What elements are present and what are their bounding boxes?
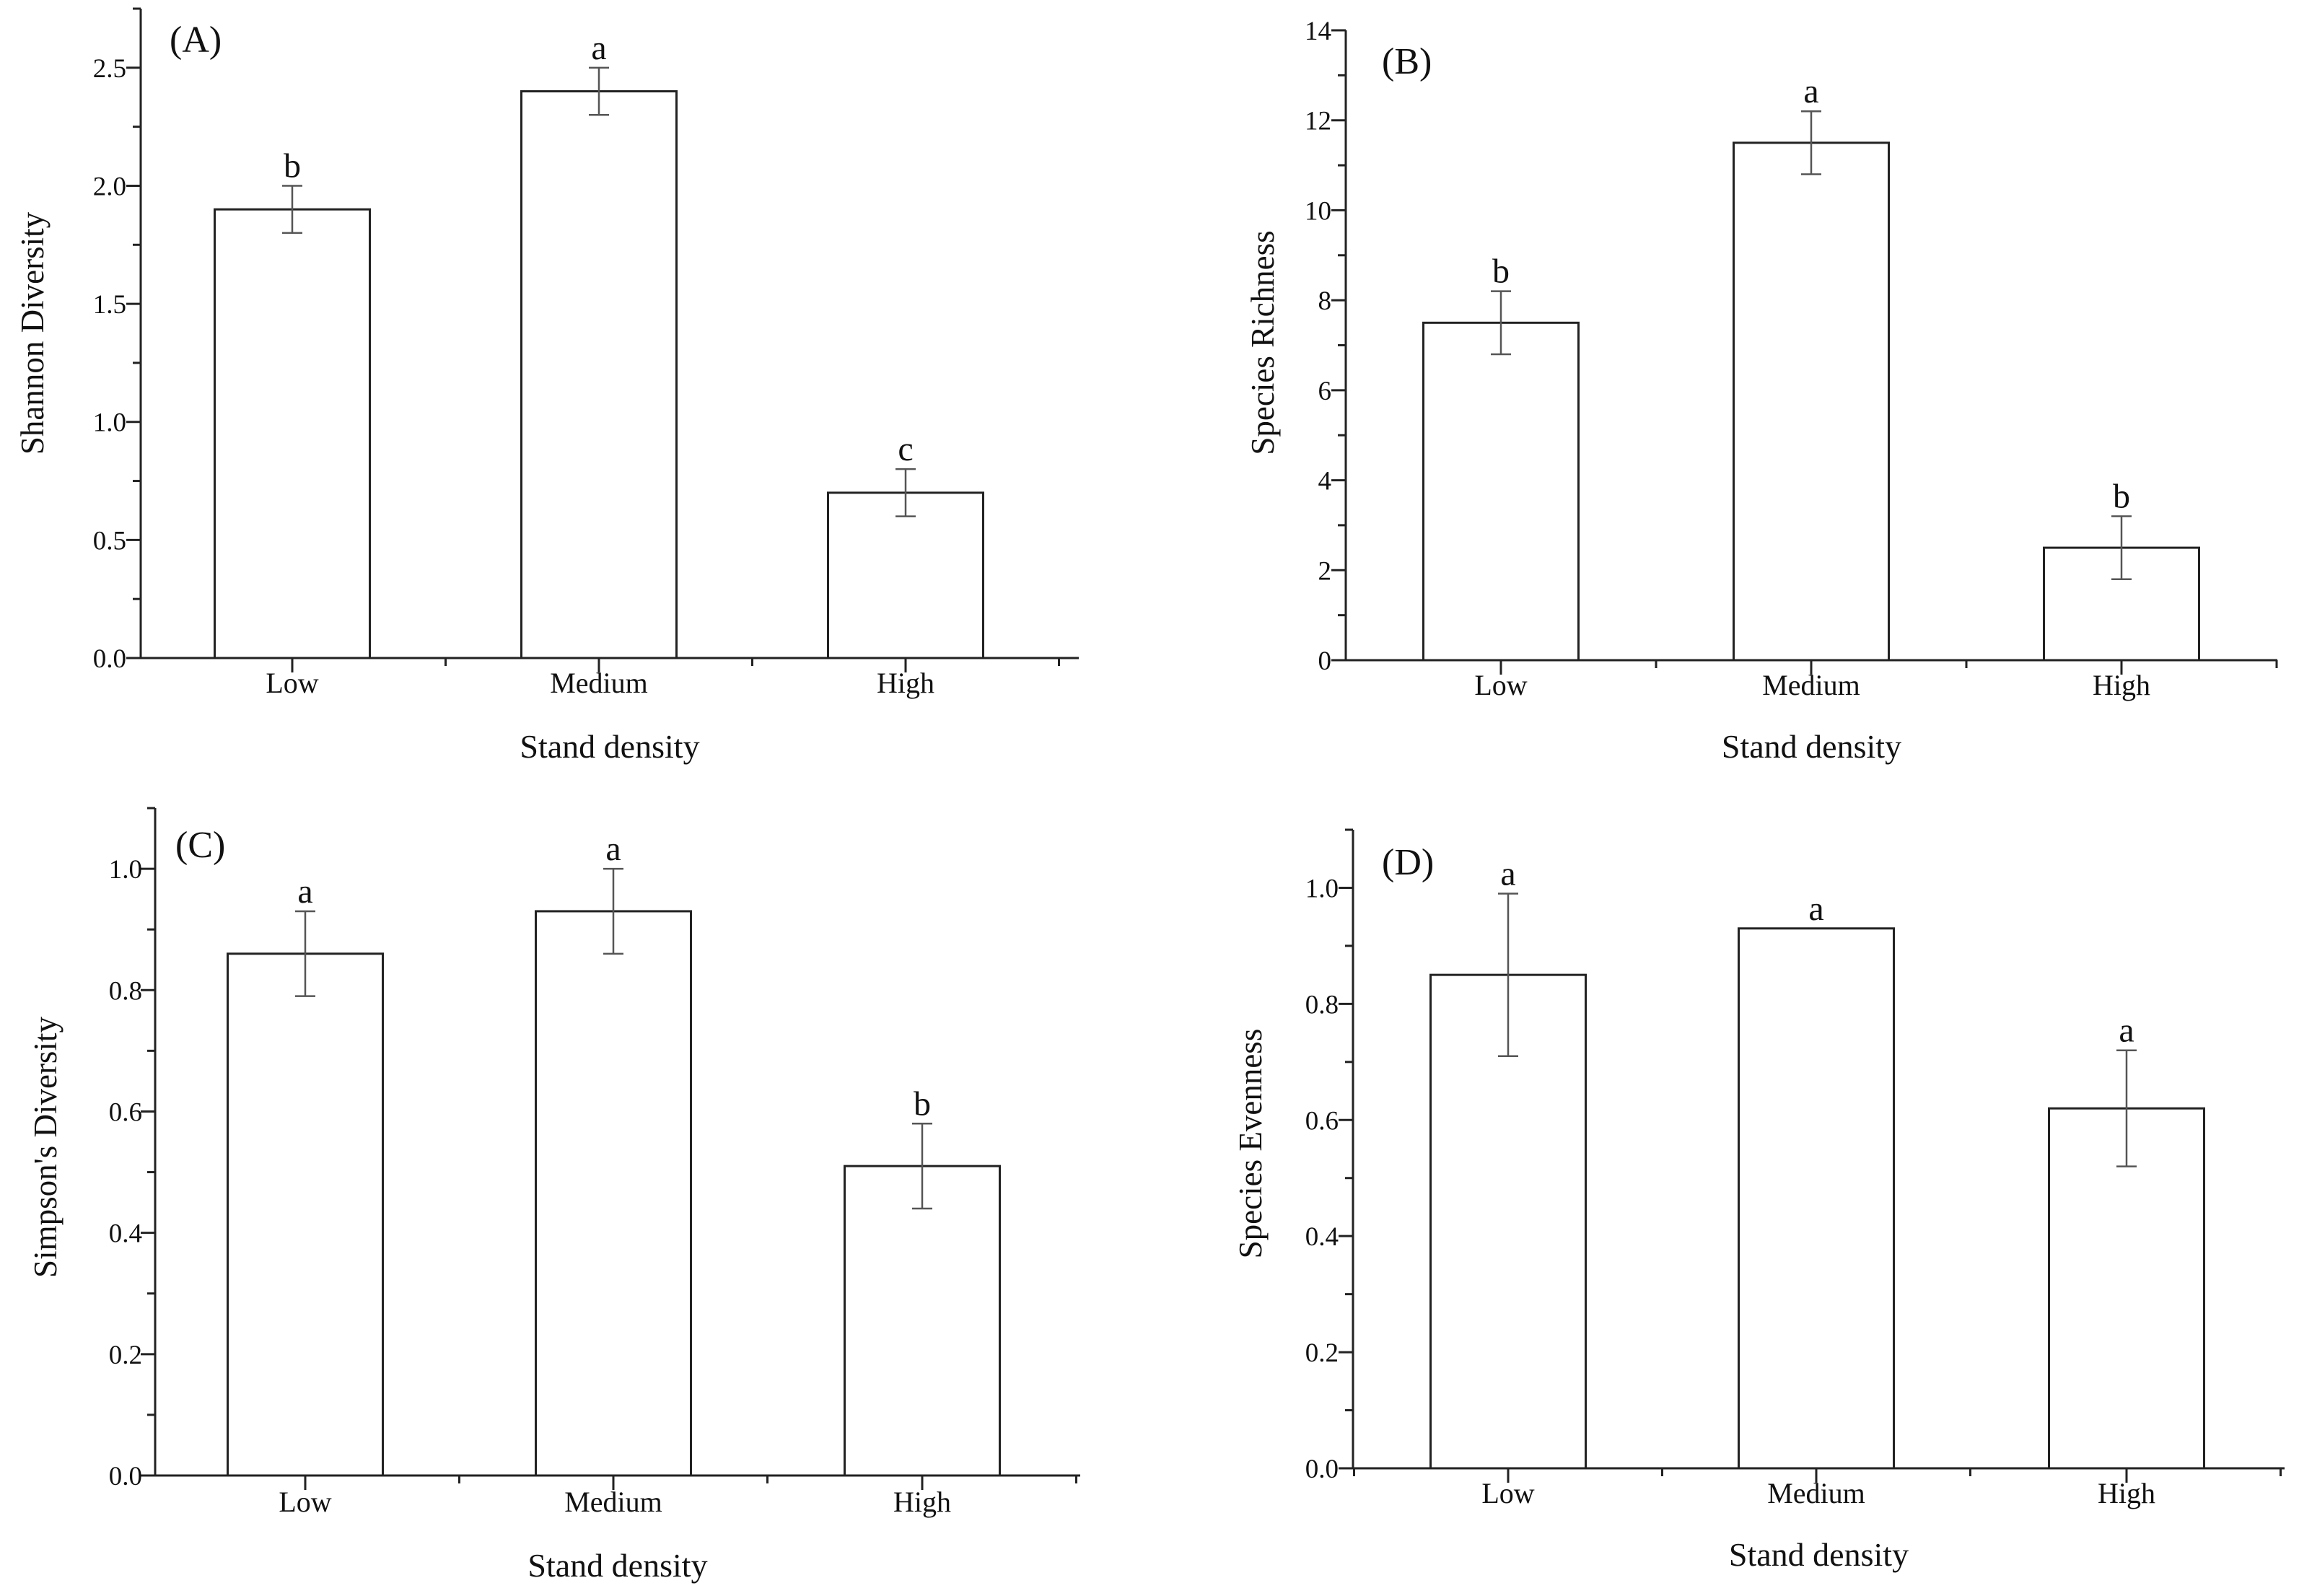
y-tick-label: 0.2 bbox=[109, 1341, 142, 1370]
y-axis-label: Shannon Diversity bbox=[14, 211, 51, 455]
significance-letter: b bbox=[914, 1084, 931, 1123]
bar bbox=[214, 208, 371, 659]
bar bbox=[2048, 1107, 2205, 1470]
y-tick-label: 1.0 bbox=[1305, 874, 1339, 903]
chart-panel-c: 0.0 0.2 0.4 0.6 0.8 1.0 Low Medium High a a b Stand … bbox=[27, 807, 1080, 1584]
x-category-label: Low bbox=[1481, 1477, 1534, 1509]
x-category-label: Medium bbox=[564, 1486, 662, 1518]
bar bbox=[1429, 973, 1587, 1470]
panel-label: (C) bbox=[175, 825, 225, 866]
significance-letter: a bbox=[1803, 72, 1818, 110]
chart-panel-b: 0 2 4 6 8 10 12 14 Low Medium High b a b Stand density… bbox=[1245, 17, 2278, 765]
y-tick-label: 0.8 bbox=[109, 976, 142, 1006]
y-tick-label: 2 bbox=[1318, 556, 1332, 586]
x-category-label: High bbox=[2098, 1477, 2155, 1509]
x-axis-label: Stand density bbox=[520, 728, 699, 765]
bar bbox=[520, 90, 678, 659]
y-tick-label: 0.2 bbox=[1305, 1338, 1339, 1368]
significance-letter: a bbox=[591, 29, 606, 67]
significance-letter: c bbox=[898, 430, 913, 468]
bar bbox=[535, 910, 692, 1477]
x-axis-label: Stand density bbox=[1729, 1536, 1909, 1573]
y-tick-label: 4 bbox=[1318, 467, 1332, 496]
y-tick-label: 1.0 bbox=[93, 408, 126, 438]
chart-panel-d: 0.0 0.2 0.4 0.6 0.8 1.0 Low Medium High a a a Stand … bbox=[1232, 828, 2285, 1573]
chart-panel-a: 0.0 0.5 1.0 1.5 2.0 2.5 Low Medium High b a c Stand … bbox=[14, 7, 1079, 765]
y-axis-label: Species Richness bbox=[1245, 230, 1281, 455]
y-tick-label: 2.5 bbox=[93, 54, 126, 84]
significance-letter: a bbox=[1808, 890, 1823, 928]
significance-letter: b bbox=[1492, 253, 1510, 291]
panel-label: (B) bbox=[1382, 41, 1432, 82]
y-tick-label: 0.8 bbox=[1305, 990, 1339, 1020]
y-tick-label: 2.0 bbox=[93, 172, 126, 201]
y-axis-label: Species Evenness bbox=[1232, 1029, 1269, 1259]
x-category-label: Medium bbox=[1767, 1477, 1865, 1509]
y-tick-label: 0.0 bbox=[93, 644, 126, 674]
y-tick-label: 0.0 bbox=[1305, 1455, 1339, 1484]
x-category-label: Medium bbox=[550, 667, 648, 699]
y-tick-label: 0.0 bbox=[109, 1462, 142, 1491]
y-axis-label: Simpson's Diversity bbox=[27, 1017, 64, 1278]
x-category-label: Low bbox=[279, 1486, 331, 1518]
panel-label: (D) bbox=[1382, 842, 1434, 883]
x-category-label: Medium bbox=[1762, 669, 1860, 701]
y-tick-label: 1.0 bbox=[109, 855, 142, 885]
bar bbox=[227, 952, 384, 1477]
significance-letter: b bbox=[284, 146, 301, 185]
y-tick-label: 0.5 bbox=[93, 526, 126, 556]
x-category-label: High bbox=[893, 1486, 951, 1518]
y-tick-label: 0.6 bbox=[109, 1097, 142, 1127]
y-tick-label: 0.4 bbox=[109, 1219, 142, 1249]
y-tick-label: 6 bbox=[1318, 377, 1332, 406]
x-category-label: High bbox=[877, 667, 934, 699]
bar bbox=[827, 491, 984, 659]
significance-letter: a bbox=[1500, 855, 1515, 893]
x-category-label: Low bbox=[1474, 669, 1527, 701]
significance-letter: b bbox=[2113, 477, 2130, 515]
x-category-label: Low bbox=[266, 667, 318, 699]
x-category-label: High bbox=[2093, 669, 2150, 701]
x-axis-label: Stand density bbox=[1722, 728, 1901, 765]
y-tick-label: 12 bbox=[1305, 107, 1331, 136]
y-tick-label: 10 bbox=[1305, 196, 1331, 226]
bar bbox=[844, 1165, 1001, 1477]
y-tick-label: 14 bbox=[1305, 17, 1331, 46]
significance-letter: a bbox=[605, 830, 621, 868]
y-tick-label: 8 bbox=[1318, 286, 1332, 316]
y-tick-label: 0.4 bbox=[1305, 1222, 1339, 1252]
bar bbox=[1733, 141, 1890, 662]
y-tick-label: 1.5 bbox=[93, 290, 126, 320]
y-tick-label: 0 bbox=[1318, 646, 1332, 676]
significance-letter: a bbox=[2119, 1012, 2134, 1050]
x-axis-label: Stand density bbox=[527, 1547, 707, 1584]
significance-letter: a bbox=[297, 872, 312, 911]
y-tick-label: 0.6 bbox=[1305, 1106, 1339, 1136]
bar bbox=[1738, 927, 1895, 1470]
bar bbox=[1422, 321, 1580, 662]
panel-label: (A) bbox=[170, 19, 222, 61]
